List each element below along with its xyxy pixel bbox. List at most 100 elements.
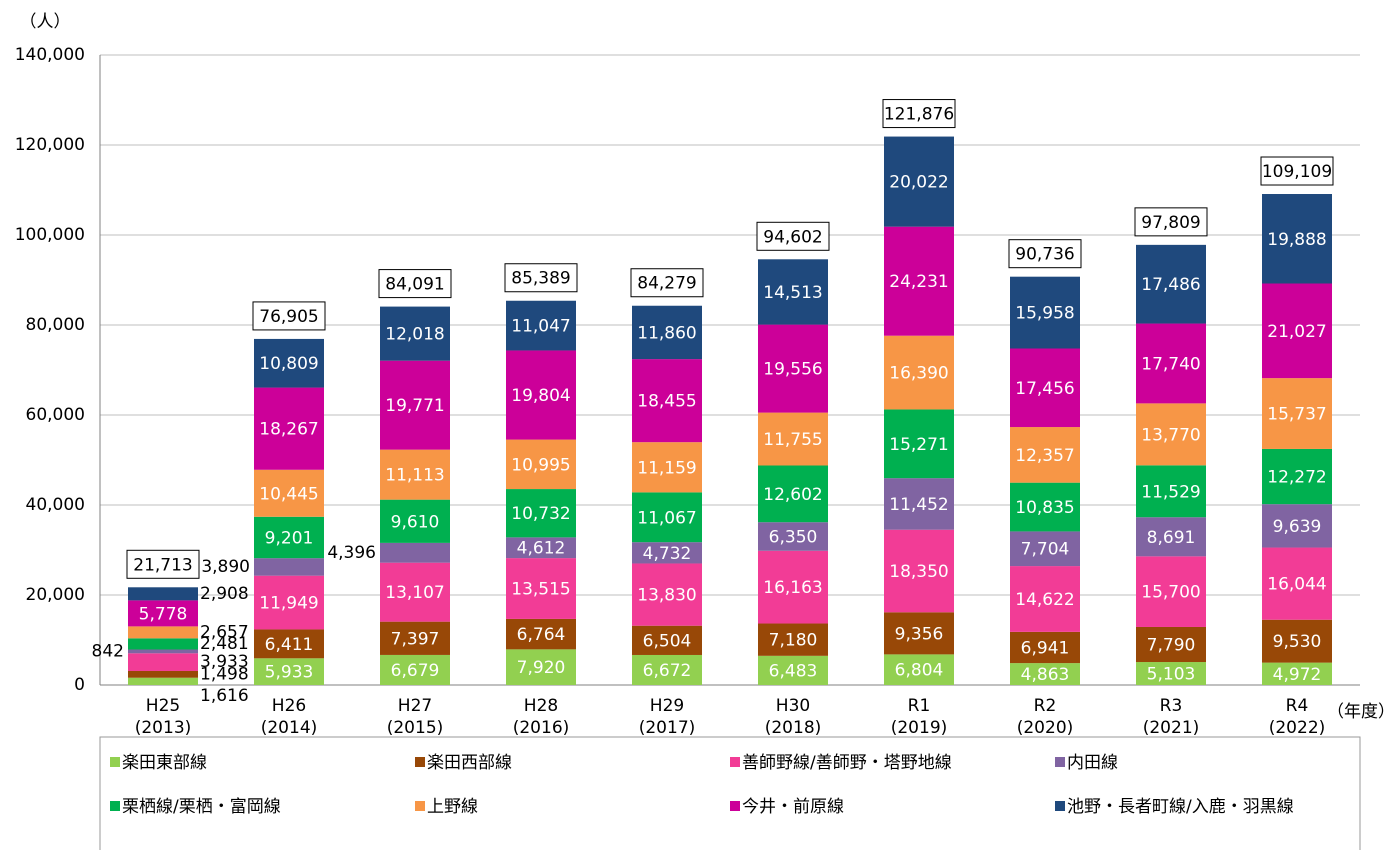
x-tick-label: R4 (2022) xyxy=(1268,696,1326,738)
y-tick-label: 60,000 xyxy=(26,405,85,425)
bar-segment xyxy=(632,492,702,543)
value-label: 4,612 xyxy=(517,539,566,559)
x-tick-label: H25 (2013) xyxy=(134,696,192,738)
value-label: 4,396 xyxy=(327,543,376,563)
bar-segment xyxy=(632,305,702,360)
legend-swatch xyxy=(110,757,120,767)
value-label: 6,764 xyxy=(517,625,566,645)
total-box xyxy=(504,263,578,293)
bar-segment xyxy=(1262,504,1332,548)
bar-segment xyxy=(254,658,324,685)
value-label: 11,755 xyxy=(763,430,822,450)
bar-segment xyxy=(758,465,828,523)
value-label: 10,995 xyxy=(511,455,570,475)
bar-segment xyxy=(1136,556,1206,627)
value-label: 11,159 xyxy=(637,458,696,478)
legend-swatch xyxy=(415,801,425,811)
bar-segment xyxy=(1262,378,1332,449)
value-label: 6,350 xyxy=(769,527,818,547)
y-tick-label: 100,000 xyxy=(15,225,85,245)
bar-segment xyxy=(1136,244,1206,324)
value-label: 6,504 xyxy=(643,631,692,651)
value-label: 20,022 xyxy=(889,173,948,193)
y-unit: （人） xyxy=(20,12,71,32)
value-label: 5,933 xyxy=(265,663,314,683)
value-label: 5,778 xyxy=(139,604,188,624)
x-tick-label: R3 (2021) xyxy=(1142,696,1200,738)
bar-segment xyxy=(128,600,198,627)
bar-segment xyxy=(884,478,954,530)
bar-segment xyxy=(758,324,828,413)
bar-segment xyxy=(632,654,702,685)
value-label: 2,908 xyxy=(200,584,249,604)
total-box xyxy=(1008,239,1082,269)
legend-label: 栗栖線/栗栖・富岡線 xyxy=(122,797,281,817)
bar-segment xyxy=(1136,517,1206,557)
legend-label: 善師野線/善師野・塔野地線 xyxy=(742,753,952,773)
value-label: 13,830 xyxy=(637,586,696,606)
bar-segment xyxy=(884,654,954,685)
bar-segment xyxy=(254,469,324,517)
legend-box xyxy=(99,736,1361,850)
legend-swatch xyxy=(1055,801,1065,811)
bar-segment xyxy=(632,625,702,655)
value-label: 11,113 xyxy=(385,466,444,486)
value-label: 6,483 xyxy=(769,661,818,681)
bar-segment xyxy=(254,575,324,630)
bar-segment xyxy=(128,626,198,639)
legend-label: 今井・前原線 xyxy=(742,797,844,817)
total-box xyxy=(1134,207,1208,237)
value-label: 4,863 xyxy=(1021,665,1070,685)
value-label: 16,044 xyxy=(1267,575,1326,595)
bar-segment xyxy=(1136,662,1206,685)
bar-segment xyxy=(1010,348,1080,428)
bar-segment xyxy=(506,300,576,351)
value-label: 19,804 xyxy=(511,386,570,406)
bar-segment xyxy=(254,516,324,559)
bar-segment xyxy=(506,649,576,685)
bar-segment xyxy=(1262,619,1332,663)
x-tick-label: R2 (2020) xyxy=(1016,696,1074,738)
value-label: 11,860 xyxy=(637,323,696,343)
value-label: 14,622 xyxy=(1015,590,1074,610)
bar-segment xyxy=(1262,547,1332,620)
bar-segment xyxy=(128,649,198,654)
y-tick-label: 0 xyxy=(74,675,85,695)
value-label: 12,357 xyxy=(1015,446,1074,466)
legend-swatch xyxy=(730,757,740,767)
value-label: 17,486 xyxy=(1141,275,1200,295)
bar-segment xyxy=(884,226,954,336)
bar-segment xyxy=(128,638,198,650)
value-label: 7,920 xyxy=(517,658,566,678)
value-label: 3,890 xyxy=(201,557,250,577)
y-tick-label: 140,000 xyxy=(15,45,85,65)
total-label: 109,109 xyxy=(1262,162,1332,182)
total-label: 97,809 xyxy=(1141,213,1200,233)
bar-segment xyxy=(128,653,198,671)
bar-segment xyxy=(506,489,576,538)
value-label: 2,481 xyxy=(200,634,249,654)
value-label: 9,201 xyxy=(265,528,314,548)
value-label: 12,602 xyxy=(763,485,822,505)
value-label: 12,018 xyxy=(385,325,444,345)
bar-segment xyxy=(1262,662,1332,685)
value-label: 11,047 xyxy=(511,317,570,337)
legend-swatch xyxy=(415,757,425,767)
bar-segment xyxy=(758,412,828,466)
bar-segment xyxy=(1010,276,1080,349)
bar-segment xyxy=(1010,631,1080,664)
bar-segment xyxy=(380,499,450,543)
bar-segment xyxy=(506,537,576,559)
bar-segment xyxy=(1136,403,1206,466)
value-label: 1,498 xyxy=(200,664,249,684)
value-label: 842 xyxy=(92,641,124,661)
value-label: 6,941 xyxy=(1021,638,1070,658)
value-label: 6,804 xyxy=(895,661,944,681)
value-label: 19,888 xyxy=(1267,230,1326,250)
total-box xyxy=(252,301,326,331)
bar-segment xyxy=(380,562,450,622)
bar-segment xyxy=(1010,427,1080,483)
value-label: 19,556 xyxy=(763,360,822,380)
bar-segment xyxy=(632,563,702,626)
